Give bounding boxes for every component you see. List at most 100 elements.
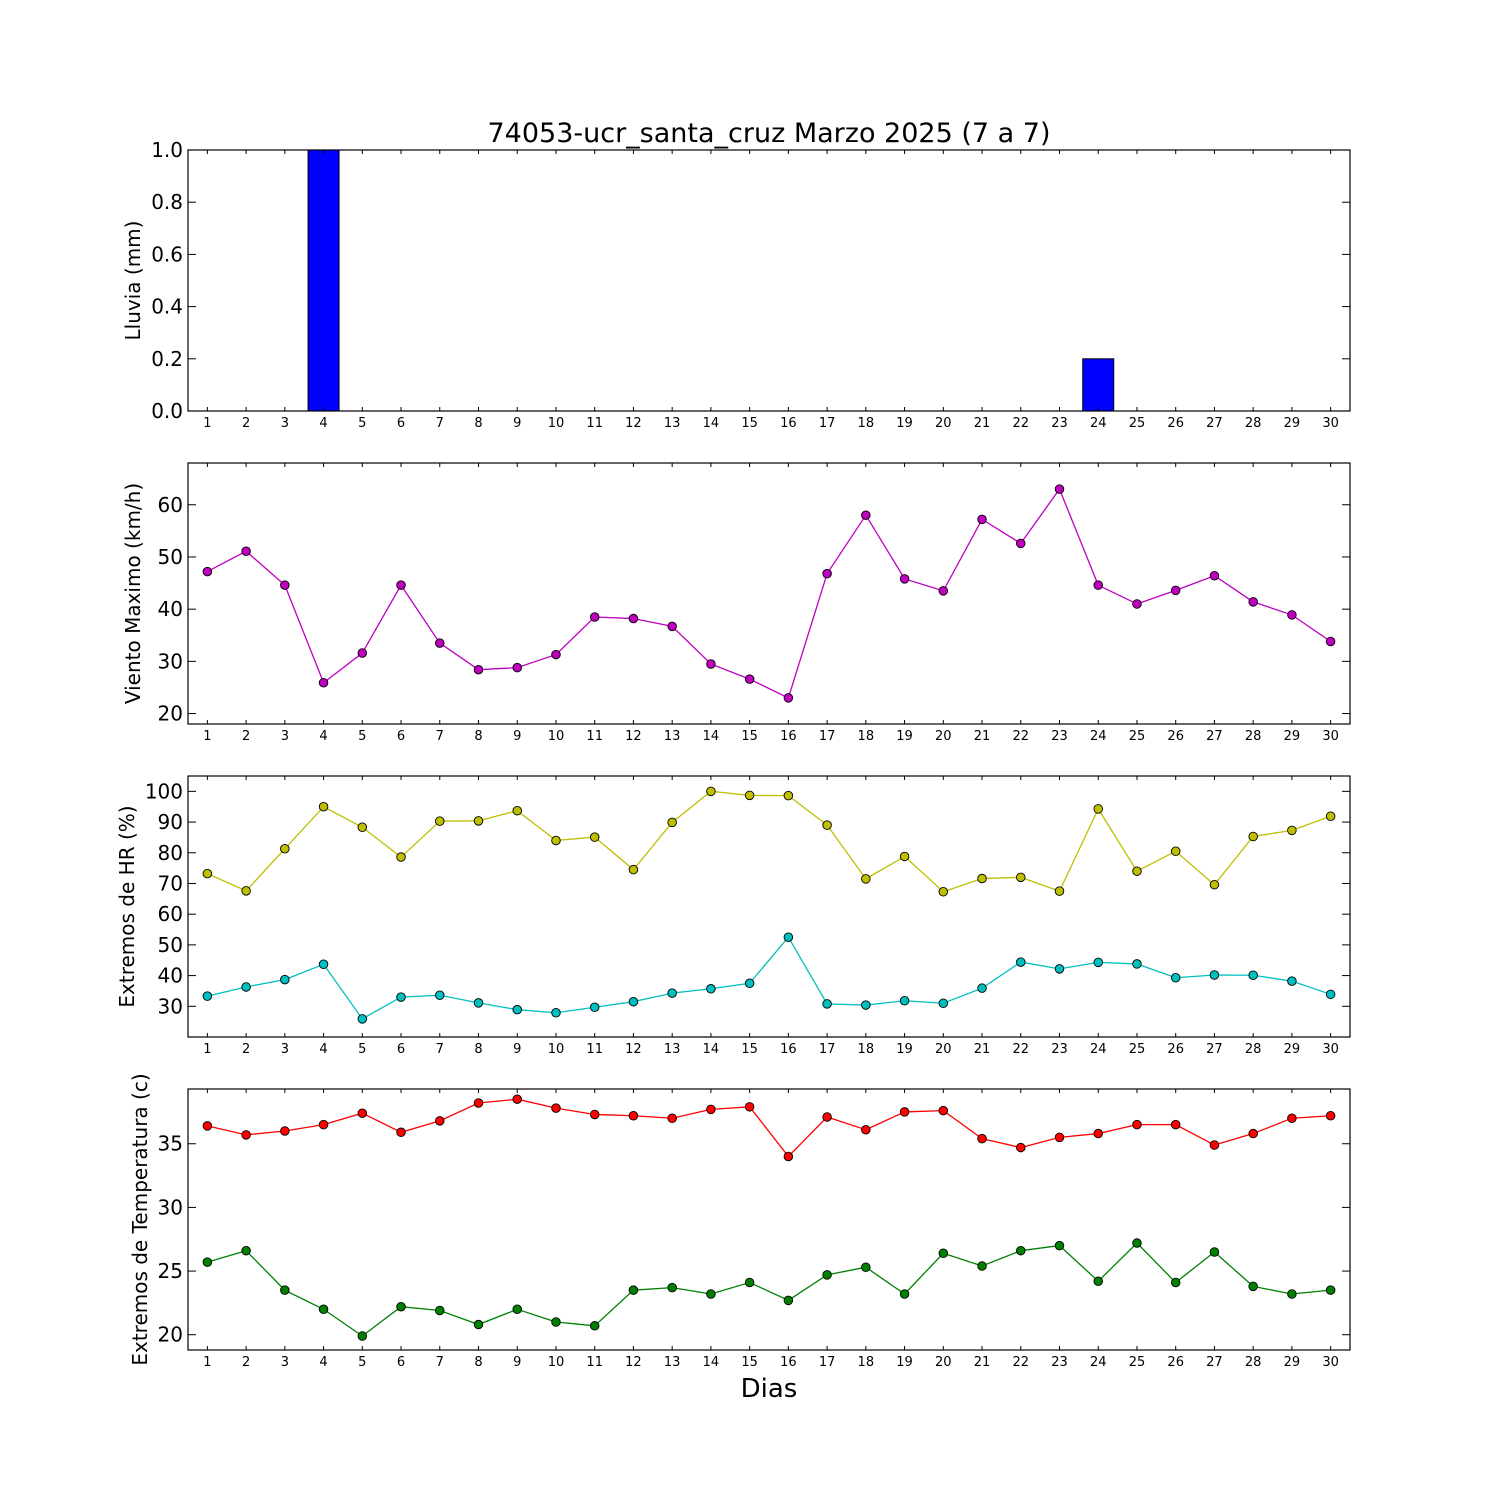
y-tick-label: 0.6 xyxy=(151,242,183,266)
series-2-point-day-17 xyxy=(822,999,832,1009)
series-1-point-day-9 xyxy=(512,805,522,816)
series-1-point-day-3 xyxy=(280,580,290,590)
x-tick-label: 3 xyxy=(281,1042,289,1057)
series-1-point-day-23 xyxy=(1054,1132,1065,1143)
series-1-point-day-8 xyxy=(473,1098,484,1108)
y-tick-label: 1.0 xyxy=(151,138,183,162)
y-tick-label: 30 xyxy=(158,1195,183,1219)
x-tick-label: 20 xyxy=(935,1355,952,1370)
series-2-point-day-13 xyxy=(667,1282,677,1293)
series-1-point-day-27 xyxy=(1209,879,1220,890)
series-1-point-day-15 xyxy=(744,674,755,684)
x-tick-label: 5 xyxy=(358,416,366,431)
series-2-point-day-20 xyxy=(938,1248,949,1258)
x-tick-label: 22 xyxy=(1012,1042,1029,1057)
x-tick-label: 7 xyxy=(436,729,444,744)
series-1-point-day-10 xyxy=(551,835,561,846)
series-2-point-day-3 xyxy=(280,974,290,985)
series-1-point-day-12 xyxy=(628,864,639,875)
x-tick-label: 27 xyxy=(1206,1042,1223,1057)
series-2-point-day-16 xyxy=(783,932,794,942)
series-2-point-day-8 xyxy=(473,998,484,1008)
x-tick-label: 16 xyxy=(780,416,797,431)
series-2-point-day-12 xyxy=(628,996,639,1007)
x-tick-label: 29 xyxy=(1284,416,1301,431)
y-tick-label: 40 xyxy=(158,597,183,621)
x-tick-label: 6 xyxy=(397,416,405,431)
series-1-point-day-8 xyxy=(473,664,484,675)
x-tick-label: 16 xyxy=(780,1355,797,1370)
series-1-point-day-3 xyxy=(280,1126,290,1136)
x-tick-label: 6 xyxy=(397,1042,405,1057)
series-2-point-day-18 xyxy=(861,1262,871,1272)
series-1-point-day-21 xyxy=(977,1133,987,1144)
x-tick-label: 10 xyxy=(548,729,565,744)
x-tick-label: 17 xyxy=(819,1042,836,1057)
series-1-point-day-20 xyxy=(938,1105,949,1116)
series-1-point-day-28 xyxy=(1248,831,1258,842)
x-tick-label: 26 xyxy=(1167,1355,1184,1370)
series-1-point-day-6 xyxy=(396,852,406,862)
series-2-point-day-14 xyxy=(706,984,716,994)
y-tick-label: 0.8 xyxy=(151,190,183,214)
x-tick-label: 4 xyxy=(319,729,327,744)
series-1-point-day-24 xyxy=(1093,804,1103,814)
x-tick-label: 2 xyxy=(242,729,250,744)
y-tick-label: 60 xyxy=(158,902,183,926)
x-tick-label: 11 xyxy=(586,1355,603,1370)
x-tick-label: 26 xyxy=(1167,1042,1184,1057)
series-1-point-day-12 xyxy=(628,613,639,624)
x-tick-label: 14 xyxy=(703,1042,720,1057)
x-tick-label: 13 xyxy=(664,416,681,431)
x-tick-label: 25 xyxy=(1129,416,1146,431)
y-tick-label: 100 xyxy=(145,779,183,803)
y-tick-label: 30 xyxy=(158,649,183,673)
series-1-point-day-16 xyxy=(783,1151,794,1162)
x-tick-label: 5 xyxy=(358,1042,366,1057)
x-tick-label: 30 xyxy=(1322,1355,1339,1370)
y-tick-label: 80 xyxy=(158,841,183,865)
x-tick-label: 22 xyxy=(1012,729,1029,744)
x-tick-label: 1 xyxy=(203,1355,211,1370)
subplot-1: 1 2 3 4 5 6 7 8 9 10 11 12 13 14 15 16 17 18 19 20 21 22 23 24 2… xyxy=(121,138,1351,431)
series-1-point-day-22 xyxy=(1016,1142,1026,1153)
y-tick-label: 70 xyxy=(158,871,183,895)
series-1-point-day-13 xyxy=(667,817,677,828)
series-2-point-day-4 xyxy=(318,959,329,969)
x-tick-label: 1 xyxy=(203,729,211,744)
series-1-point-day-16 xyxy=(783,693,794,703)
series-1-point-day-15 xyxy=(744,1102,755,1112)
series-2-point-day-20 xyxy=(938,998,949,1008)
series-1-point-day-18 xyxy=(861,510,871,520)
x-tick-label: 23 xyxy=(1051,1042,1068,1057)
x-tick-label: 6 xyxy=(397,1355,405,1370)
y-tick-label: 20 xyxy=(158,1323,183,1347)
series-1-point-day-5 xyxy=(357,822,368,833)
series-1-point-day-30 xyxy=(1325,811,1336,821)
series-1-point-day-24 xyxy=(1093,580,1103,590)
x-tick-label: 13 xyxy=(664,1042,681,1057)
x-tick-label: 7 xyxy=(436,1042,444,1057)
x-tick-label: 24 xyxy=(1090,729,1107,744)
series-1-point-day-7 xyxy=(435,816,445,826)
series-1-point-day-23 xyxy=(1054,886,1065,896)
x-tick-label: 11 xyxy=(586,729,603,744)
x-tick-label: 5 xyxy=(358,1355,366,1370)
x-tick-label: 3 xyxy=(281,729,289,744)
series-2-line xyxy=(207,936,1331,1020)
series-2-point-day-28 xyxy=(1248,1281,1258,1292)
x-tick-label: 15 xyxy=(741,1355,758,1370)
x-tick-label: 19 xyxy=(896,729,913,744)
series-1-point-day-29 xyxy=(1287,610,1297,620)
series-1-point-day-22 xyxy=(1016,538,1026,549)
x-tick-label: 18 xyxy=(858,416,875,431)
series-1-point-day-1 xyxy=(202,868,213,879)
series-2-line xyxy=(207,1242,1331,1337)
series-2-point-day-29 xyxy=(1287,976,1297,986)
series-2-point-day-28 xyxy=(1248,970,1258,981)
series-1-point-day-2 xyxy=(241,546,251,556)
series-1-point-day-26 xyxy=(1170,585,1181,596)
series-2-point-day-2 xyxy=(241,1245,251,1256)
x-tick-label: 27 xyxy=(1206,416,1223,431)
x-tick-label: 4 xyxy=(319,416,327,431)
